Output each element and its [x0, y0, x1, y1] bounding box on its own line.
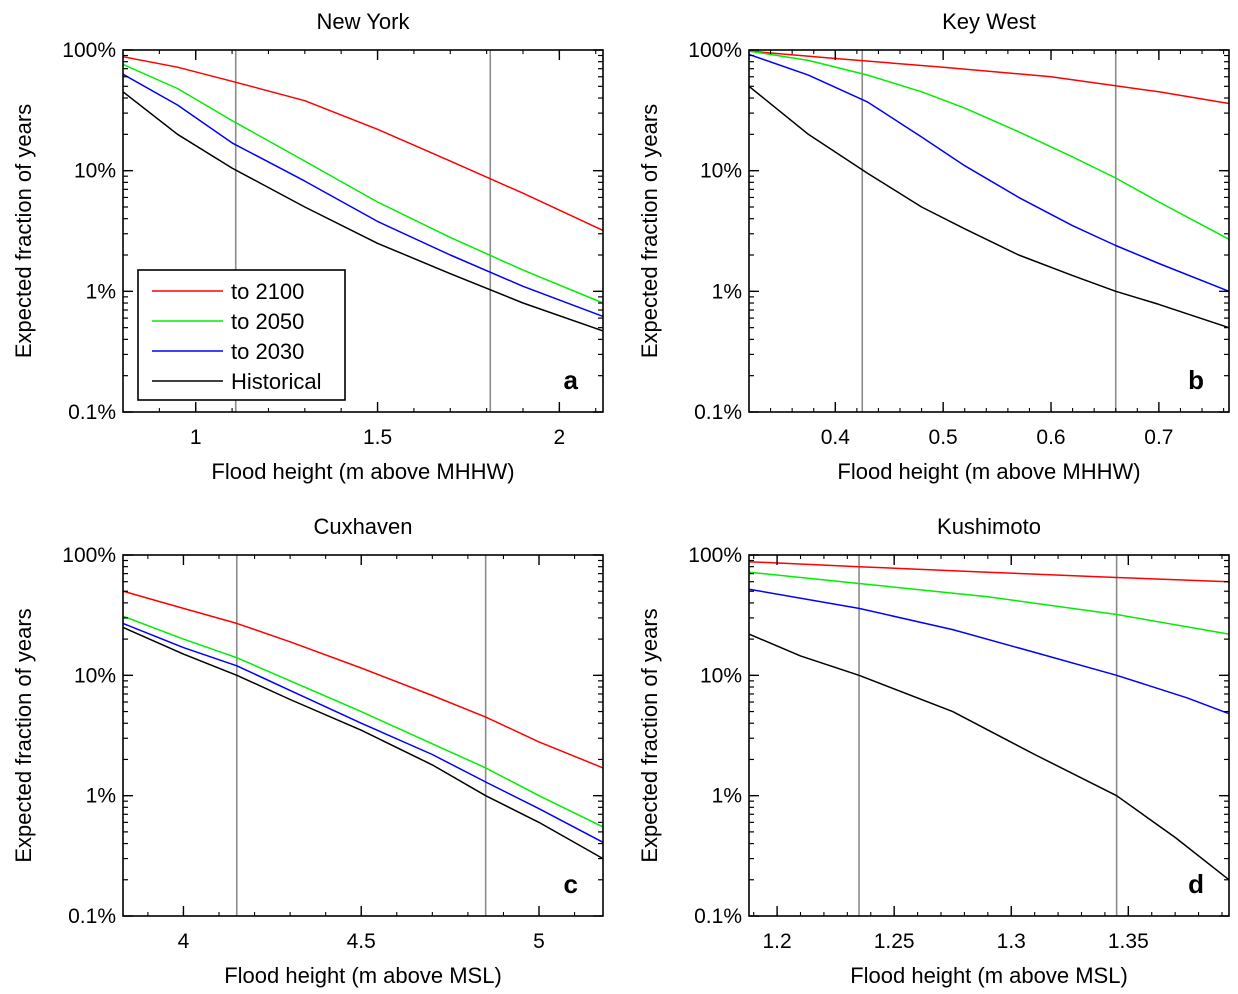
x-tick-label: 0.5	[929, 426, 958, 449]
x-axis-label: Flood height (m above MHHW)	[211, 459, 514, 484]
x-tick-label: 0.6	[1036, 426, 1065, 449]
x-tick-label: 5	[533, 930, 545, 953]
series-group	[748, 50, 1230, 329]
chart-panel-b: 0.1% 1% 10% 100% 0.4 0.5 0.6 0.7 Key West Flood h…	[637, 9, 1230, 484]
panel-letter: c	[564, 869, 578, 899]
y-tick-label: 100%	[62, 39, 116, 62]
series-line-to-2030	[748, 53, 1230, 292]
y-axis-label: Expected fraction of years	[11, 608, 36, 862]
x-ticks: 4 4.5 5	[147, 555, 576, 953]
y-tick-label: 1%	[712, 280, 742, 303]
chart-panel-d: 0.1% 1% 10% 100% 1.2 1.25 1.3 1.35 Kushimoto Floo…	[637, 514, 1230, 988]
y-ticks: 0.1% 1% 10% 100%	[62, 39, 603, 424]
y-tick-label: 10%	[74, 160, 116, 183]
x-axis-label: Flood height (m above MHHW)	[837, 459, 1140, 484]
x-ticks: 1.2 1.25 1.3 1.35	[753, 555, 1223, 953]
y-tick-label: 0.1%	[68, 905, 116, 928]
series-line-to-2100	[748, 560, 1230, 583]
x-ticks: 0.4 0.5 0.6 0.7	[748, 50, 1225, 449]
y-tick-label: 100%	[688, 39, 742, 62]
y-tick-label: 1%	[86, 785, 116, 808]
plot-frame	[122, 554, 604, 917]
series-line-to-2030	[748, 588, 1230, 715]
plot-frame	[748, 554, 1230, 917]
series-line-historical	[122, 91, 604, 332]
y-axis-label: Expected fraction of years	[637, 104, 662, 358]
legend-item-label: to 2050	[231, 309, 304, 334]
x-tick-label: 1	[190, 426, 202, 449]
series-line-to-2100	[748, 50, 1230, 105]
plot-frame	[122, 49, 604, 413]
series-group	[122, 590, 604, 860]
legend: to 2100 to 2050 to 2030 Historical	[137, 269, 346, 401]
y-tick-label: 0.1%	[694, 905, 742, 928]
series-line-to-2030	[122, 73, 604, 318]
panel-letter: d	[1188, 869, 1204, 899]
y-ticks: 0.1% 1% 10% 100%	[688, 544, 1229, 928]
y-tick-label: 1%	[86, 280, 116, 303]
y-axis-label: Expected fraction of years	[637, 608, 662, 862]
plot-frame	[748, 49, 1230, 413]
y-tick-label: 100%	[62, 544, 116, 567]
x-tick-label: 1.35	[1108, 930, 1149, 953]
series-line-to-2100	[122, 55, 604, 232]
panel-title: Cuxhaven	[313, 514, 412, 539]
x-tick-label: 4	[178, 930, 190, 953]
panel-title: New York	[317, 9, 411, 34]
y-axis-label: Expected fraction of years	[11, 104, 36, 358]
y-tick-label: 10%	[700, 664, 742, 687]
series-line-to-2050	[748, 571, 1230, 635]
y-ticks: 0.1% 1% 10% 100%	[688, 39, 1229, 424]
panel-letter: b	[1188, 365, 1204, 395]
legend-item-label: to 2030	[231, 339, 304, 364]
series-line-historical	[748, 633, 1230, 881]
series-line-to-2050	[122, 615, 604, 828]
y-tick-label: 1%	[712, 785, 742, 808]
x-tick-label: 2	[554, 426, 566, 449]
legend-item-label: Historical	[231, 369, 321, 394]
series-line-to-2100	[122, 590, 604, 769]
y-tick-label: 10%	[700, 160, 742, 183]
panel-title: Kushimoto	[937, 514, 1041, 539]
y-tick-label: 0.1%	[694, 401, 742, 424]
x-tick-label: 0.4	[821, 426, 851, 449]
x-tick-label: 4.5	[347, 930, 376, 953]
series-group	[122, 55, 604, 332]
y-ticks: 0.1% 1% 10% 100%	[62, 544, 603, 928]
series-line-historical	[748, 85, 1230, 329]
series-line-to-2030	[122, 622, 604, 843]
series-line-historical	[122, 626, 604, 860]
x-tick-label: 0.7	[1144, 426, 1173, 449]
x-tick-label: 1.25	[874, 930, 915, 953]
x-axis-label: Flood height (m above MSL)	[224, 963, 502, 988]
legend-item-label: to 2100	[231, 279, 304, 304]
y-tick-label: 10%	[74, 664, 116, 687]
y-tick-label: 0.1%	[68, 401, 116, 424]
y-tick-label: 100%	[688, 544, 742, 567]
series-group	[748, 560, 1230, 881]
x-axis-label: Flood height (m above MSL)	[850, 963, 1128, 988]
x-tick-label: 1.3	[997, 930, 1026, 953]
x-tick-label: 1.2	[762, 930, 791, 953]
x-ticks: 1 1.5 2	[122, 50, 597, 449]
series-line-to-2050	[122, 63, 604, 304]
panel-letter: a	[564, 365, 579, 395]
panel-title: Key West	[942, 9, 1036, 34]
x-tick-label: 1.5	[363, 426, 392, 449]
series-line-to-2050	[748, 50, 1230, 240]
